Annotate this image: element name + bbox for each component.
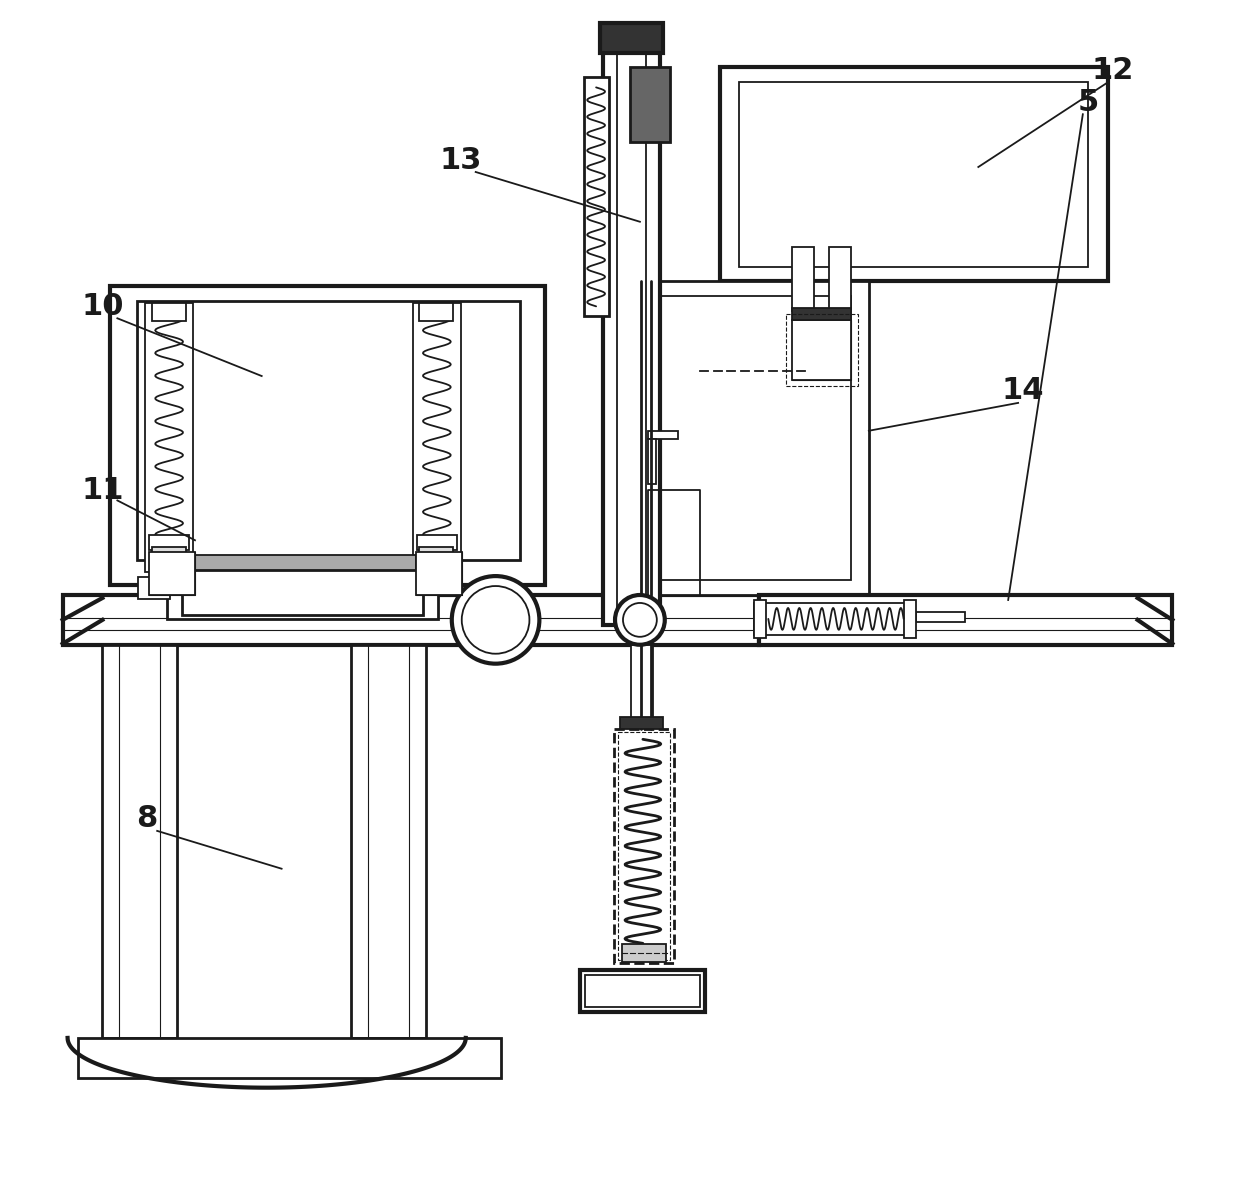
Bar <box>792 321 851 380</box>
Bar <box>647 438 656 484</box>
Bar <box>786 315 858 386</box>
Bar <box>614 729 673 963</box>
Bar <box>415 552 461 595</box>
Bar <box>754 600 766 638</box>
Bar <box>630 68 670 143</box>
Bar <box>182 570 423 615</box>
Bar <box>904 600 915 638</box>
Text: 11: 11 <box>81 476 124 505</box>
Bar <box>103 645 177 1038</box>
Bar <box>167 567 438 619</box>
Bar <box>153 548 186 569</box>
Text: 12: 12 <box>1091 56 1133 86</box>
Circle shape <box>622 604 657 637</box>
Bar <box>585 975 699 1007</box>
Bar <box>419 548 453 569</box>
Bar <box>603 32 660 625</box>
Bar <box>584 77 609 316</box>
Bar <box>631 645 652 725</box>
Text: 13: 13 <box>439 146 482 175</box>
Bar <box>149 536 188 550</box>
Bar <box>792 247 815 311</box>
Bar <box>110 286 546 584</box>
Circle shape <box>615 595 665 645</box>
Bar <box>600 23 663 52</box>
Bar <box>417 536 456 550</box>
Bar <box>618 732 670 960</box>
Text: 5: 5 <box>1078 88 1099 116</box>
Circle shape <box>451 576 539 664</box>
Bar <box>153 303 186 321</box>
Text: 8: 8 <box>136 804 157 834</box>
Bar <box>580 971 704 1012</box>
Bar <box>195 555 415 573</box>
Bar <box>413 303 461 573</box>
Bar <box>792 309 851 321</box>
Bar <box>618 48 646 609</box>
Text: 10: 10 <box>81 292 124 321</box>
Bar <box>630 282 869 595</box>
Bar <box>792 321 851 380</box>
Bar <box>759 595 1172 645</box>
Text: 14: 14 <box>1002 377 1044 405</box>
Bar <box>419 303 453 321</box>
Bar <box>149 552 195 595</box>
Bar <box>719 68 1107 282</box>
Bar <box>351 645 425 1038</box>
Bar <box>830 247 851 311</box>
Bar <box>138 302 521 561</box>
Bar <box>620 718 663 729</box>
Bar <box>182 570 423 615</box>
Circle shape <box>461 586 529 653</box>
Bar <box>145 303 193 573</box>
Bar <box>647 431 678 438</box>
Bar <box>647 296 851 580</box>
Bar <box>754 604 909 634</box>
Bar <box>62 595 759 645</box>
Bar <box>622 944 666 962</box>
Bar <box>415 552 461 595</box>
Bar <box>78 1038 501 1078</box>
Bar <box>149 552 195 595</box>
Bar <box>915 612 966 621</box>
Bar <box>139 577 170 599</box>
Bar <box>739 82 1087 266</box>
